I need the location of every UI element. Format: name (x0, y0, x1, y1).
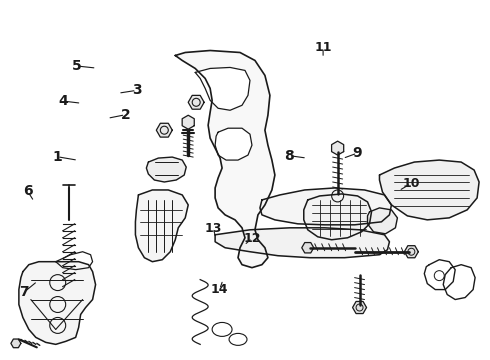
Polygon shape (188, 95, 204, 109)
Polygon shape (368, 208, 397, 234)
Polygon shape (182, 115, 194, 129)
Polygon shape (175, 50, 275, 268)
Polygon shape (11, 339, 21, 348)
Polygon shape (215, 228, 390, 258)
Text: 1: 1 (52, 150, 62, 164)
Polygon shape (302, 243, 314, 253)
Text: 2: 2 (121, 108, 130, 122)
Text: 5: 5 (72, 59, 81, 73)
Text: 10: 10 (402, 177, 420, 190)
Polygon shape (156, 123, 172, 137)
Polygon shape (379, 160, 479, 220)
Polygon shape (195, 67, 250, 110)
Text: 7: 7 (20, 285, 29, 299)
Polygon shape (353, 301, 367, 314)
Text: 11: 11 (315, 41, 332, 54)
Text: 4: 4 (58, 94, 68, 108)
Text: 13: 13 (205, 222, 222, 235)
Text: 12: 12 (244, 231, 261, 244)
Polygon shape (147, 157, 186, 182)
Polygon shape (215, 128, 252, 160)
Text: 3: 3 (132, 84, 142, 97)
Polygon shape (135, 190, 188, 262)
Text: 14: 14 (211, 283, 228, 296)
Polygon shape (332, 141, 343, 155)
Polygon shape (260, 188, 392, 225)
Text: 6: 6 (23, 184, 33, 198)
Polygon shape (304, 194, 371, 240)
Text: 8: 8 (284, 149, 294, 163)
Polygon shape (404, 246, 418, 258)
Polygon shape (19, 262, 96, 345)
Text: 9: 9 (352, 146, 362, 160)
